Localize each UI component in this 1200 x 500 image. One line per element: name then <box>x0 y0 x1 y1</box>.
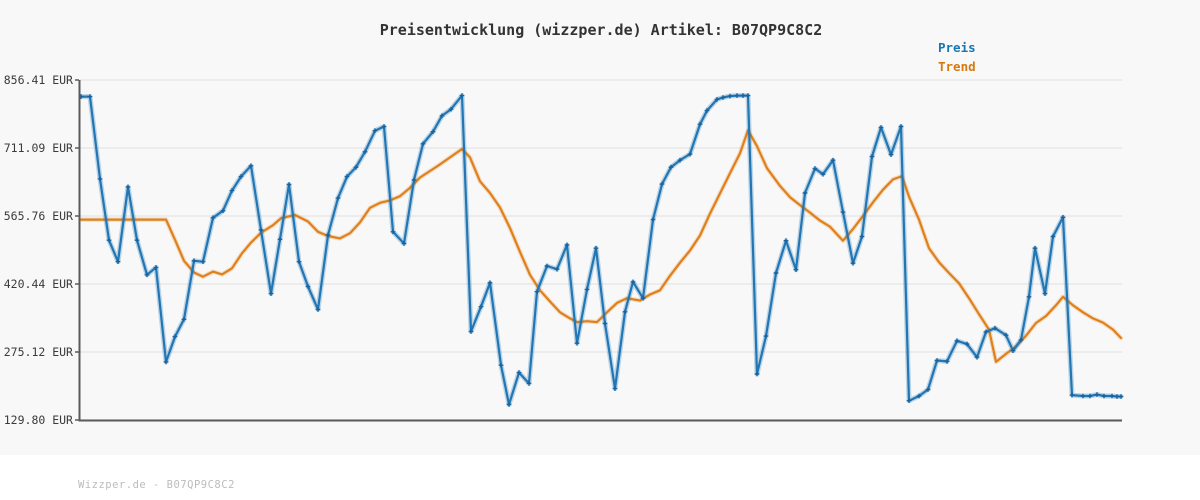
y-tick-label: 856.41 EUR <box>4 73 73 87</box>
price-line-glow <box>78 93 1124 407</box>
trend-line <box>79 129 1123 363</box>
legend-item-price: Preis <box>938 40 976 55</box>
trend-line-glow <box>78 128 1124 365</box>
watermark-text: Wizzper.de - B07QP9C8C2 <box>78 479 235 491</box>
price-markers <box>78 93 1124 407</box>
y-tick-label: 275.12 EUR <box>4 345 73 359</box>
y-tick-label: 565.76 EUR <box>4 209 73 223</box>
y-tick-label: 420.44 EUR <box>4 277 73 291</box>
legend-item-trend: Trend <box>938 59 976 74</box>
chart-title: Preisentwicklung (wizzper.de) Artikel: B… <box>379 21 823 39</box>
price-line <box>79 94 1123 406</box>
y-tick-label: 711.09 EUR <box>4 141 73 155</box>
y-tick-label: 129.80 EUR <box>4 413 73 427</box>
footer-band <box>0 455 1200 500</box>
